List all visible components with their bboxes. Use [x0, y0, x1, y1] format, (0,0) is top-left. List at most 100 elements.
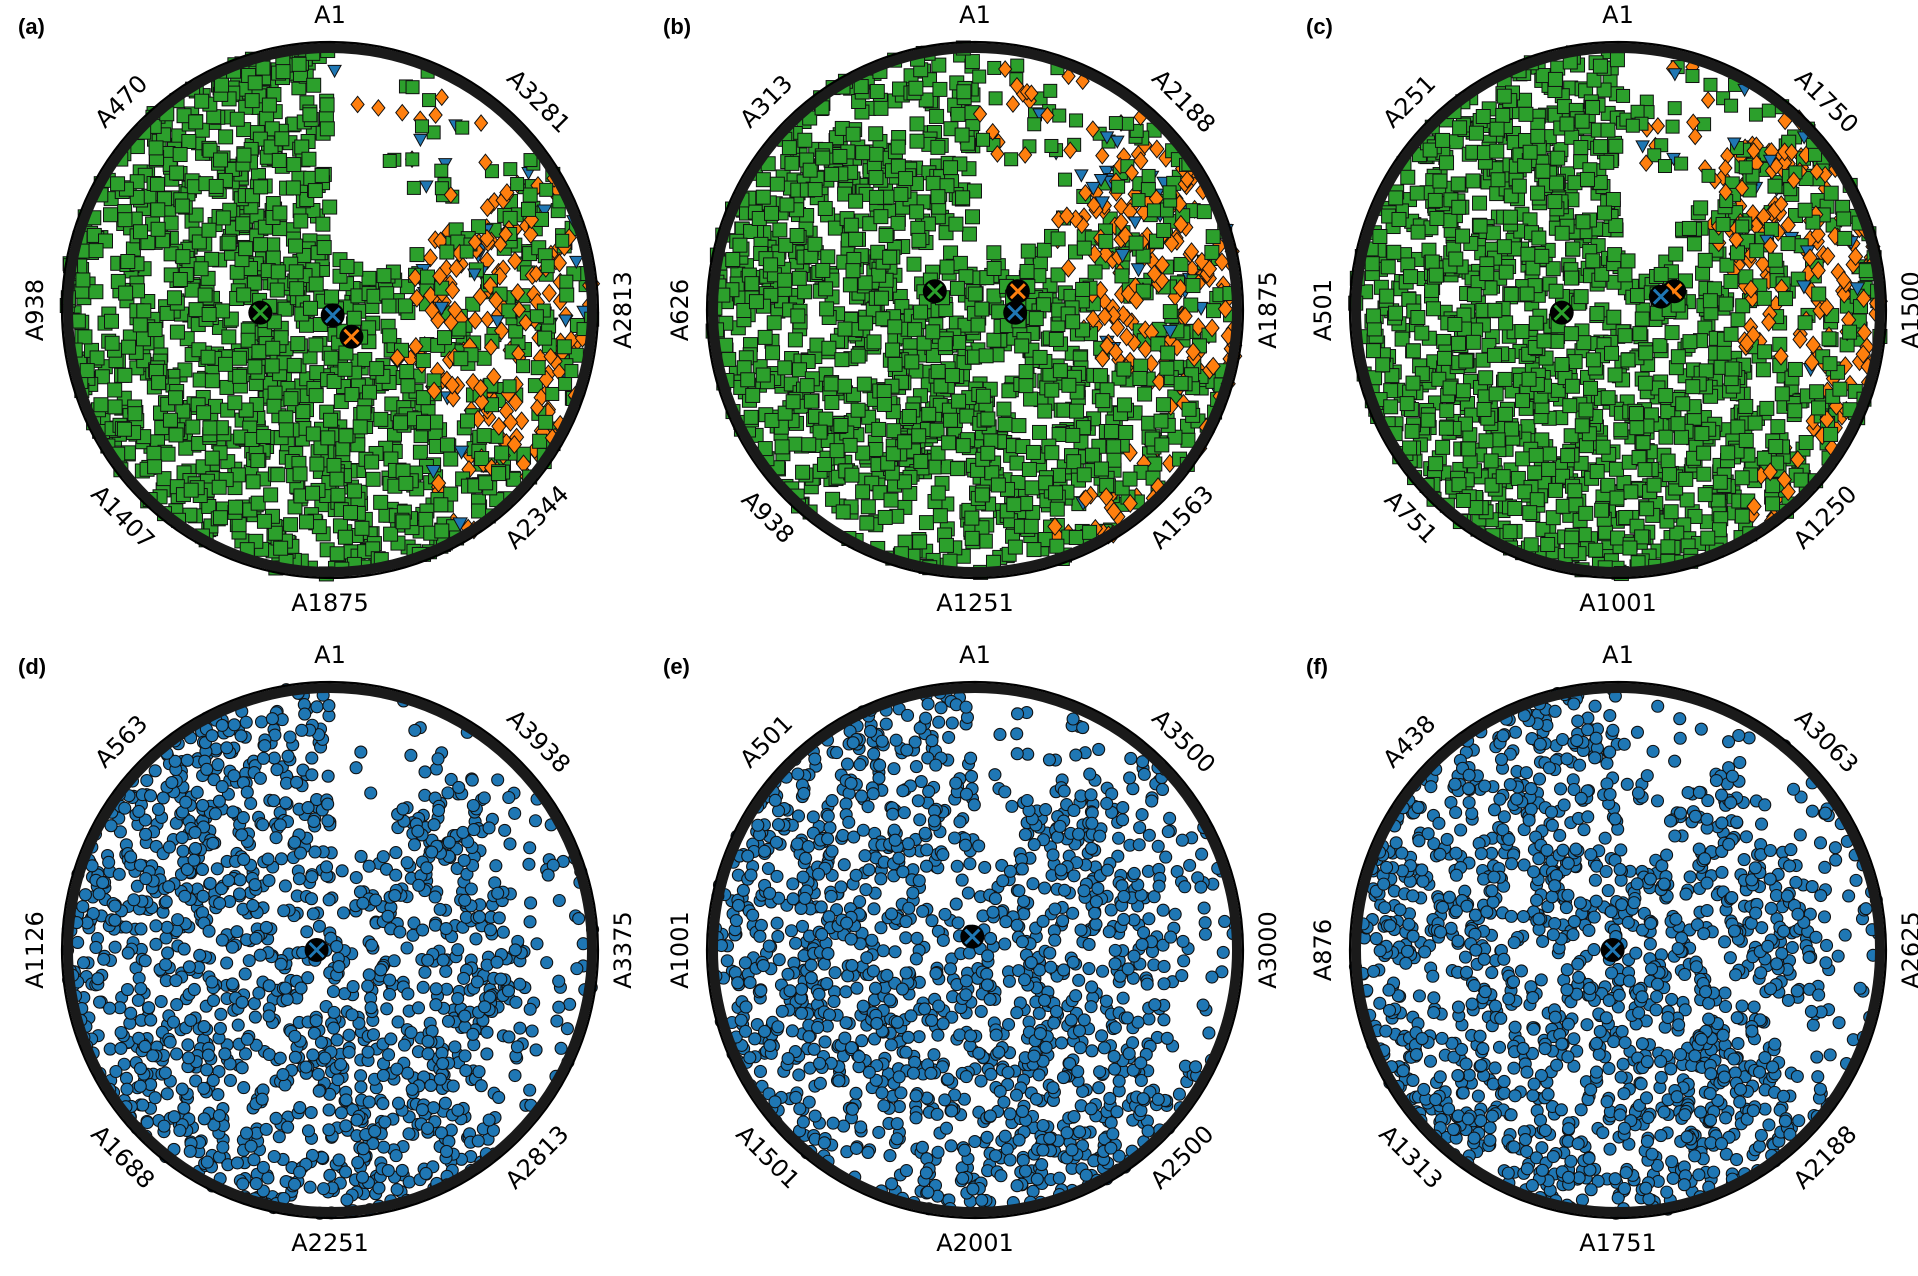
data-point [558, 376, 573, 391]
data-point [1603, 345, 1619, 361]
data-point [1058, 172, 1073, 187]
data-point [439, 437, 455, 453]
data-point [301, 1124, 316, 1138]
data-point [1098, 487, 1114, 507]
data-point [1106, 452, 1122, 468]
data-point [543, 347, 558, 366]
data-point [150, 221, 166, 237]
data-point [472, 286, 488, 307]
data-point [1180, 432, 1196, 448]
data-point [1163, 233, 1180, 254]
data-point [1738, 398, 1754, 414]
data-point [911, 232, 927, 248]
data-point [196, 405, 212, 421]
data-point [1146, 264, 1163, 284]
data-point [1122, 493, 1138, 514]
data-point [1108, 116, 1123, 131]
rim-band [708, 43, 1242, 577]
data-point [1180, 170, 1195, 189]
data-point [990, 477, 1006, 493]
data-point [1531, 230, 1547, 246]
data-point [407, 268, 423, 288]
data-point [365, 471, 381, 487]
data-point [1670, 349, 1686, 365]
data-point [970, 317, 986, 333]
data-point [976, 132, 991, 147]
data-point [502, 412, 519, 432]
data-point [1600, 477, 1616, 493]
data-point [850, 402, 866, 418]
data-point [977, 533, 993, 549]
data-point [1773, 346, 1789, 366]
data-point [790, 308, 806, 324]
data-point [193, 261, 209, 277]
centroid-marker [339, 324, 364, 349]
data-point [1746, 496, 1762, 516]
data-point [1694, 426, 1710, 442]
data-point [980, 445, 996, 461]
data-point [1669, 525, 1685, 541]
data-point [1110, 135, 1125, 149]
data-point [777, 405, 793, 421]
data-point [178, 440, 194, 456]
data-point [1661, 467, 1677, 483]
data-point [1472, 218, 1488, 234]
data-point [1634, 529, 1650, 545]
data-point [1410, 310, 1426, 326]
data-point [539, 182, 554, 197]
data-point [998, 60, 1013, 78]
data-point [866, 334, 882, 350]
data-point [1128, 235, 1144, 251]
data-point [1548, 283, 1564, 299]
data-point [1063, 141, 1078, 160]
data-point [1447, 317, 1463, 333]
data-point [1006, 497, 1022, 513]
data-point [1514, 324, 1530, 340]
data-point [1154, 437, 1170, 453]
data-point [1855, 344, 1871, 364]
data-point [925, 175, 941, 191]
data-point [1668, 246, 1684, 262]
data-point [285, 180, 301, 196]
data-point [949, 280, 965, 296]
data-point [1729, 245, 1745, 261]
data-point [1020, 243, 1036, 259]
data-point [1205, 303, 1221, 319]
data-point [392, 415, 408, 431]
data-point [274, 131, 290, 147]
data-point [1098, 233, 1114, 249]
data-point [452, 517, 468, 532]
data-point [797, 132, 813, 148]
data-point [812, 424, 828, 440]
data-point [107, 382, 123, 398]
data-point [1405, 375, 1421, 391]
data-point [483, 338, 499, 357]
data-point [1809, 384, 1825, 400]
data-point [405, 152, 420, 167]
data-point [1797, 202, 1813, 218]
data-point [819, 301, 835, 317]
data-point [529, 264, 544, 283]
data-point [868, 170, 884, 186]
data-point [1637, 375, 1653, 391]
data-point [181, 134, 197, 150]
data-point [1743, 279, 1759, 299]
data-point [1823, 185, 1839, 201]
data-point [743, 224, 759, 240]
data-point [1422, 142, 1438, 158]
data-point [250, 453, 266, 469]
data-point [764, 205, 780, 221]
data-point [1465, 334, 1481, 350]
data-point [929, 422, 945, 438]
data-point [1420, 412, 1436, 428]
data-point [1489, 121, 1505, 137]
data-point [1578, 402, 1594, 418]
data-point [174, 198, 190, 214]
data-point [948, 216, 964, 232]
data-point [842, 277, 858, 293]
data-point [229, 111, 245, 127]
data-point [1128, 290, 1145, 310]
data-point [745, 387, 761, 403]
data-point [556, 339, 572, 355]
